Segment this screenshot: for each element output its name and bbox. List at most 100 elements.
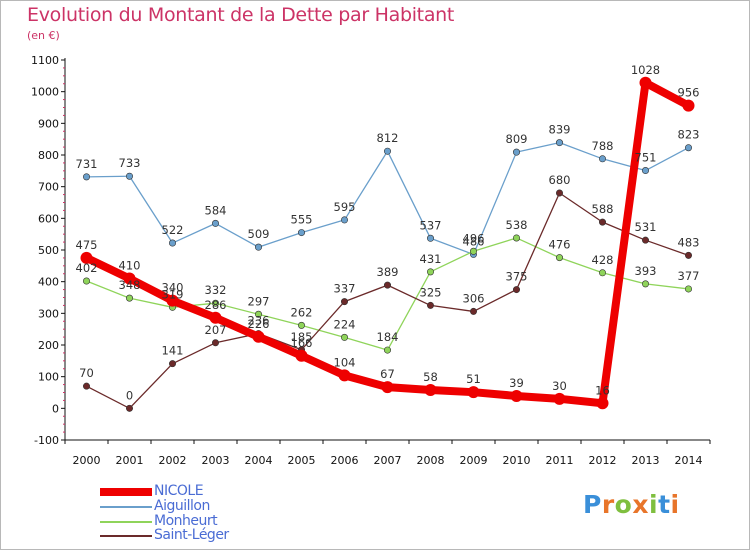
data-point-monheurt <box>684 285 692 293</box>
data-point-aiguillon <box>512 148 520 156</box>
data-point-monheurt <box>512 234 520 242</box>
data-point-saint-l-ger <box>169 360 177 368</box>
y-tick-label: 100 <box>38 371 59 384</box>
data-point-aiguillon <box>598 155 606 163</box>
legend-label-aiguillon: Aiguillon <box>154 498 210 514</box>
data-label-aiguillon: 812 <box>377 131 399 145</box>
legend-swatch-monheurt <box>100 521 152 523</box>
data-label-monheurt: 431 <box>420 252 442 266</box>
data-label-monheurt: 184 <box>377 330 399 344</box>
data-point-nicole <box>467 386 480 399</box>
data-point-aiguillon <box>255 243 263 251</box>
data-label-saint-l-ger: 389 <box>377 265 399 279</box>
x-tick-label: 2005 <box>288 454 316 467</box>
data-label-monheurt: 402 <box>76 261 98 275</box>
data-point-aiguillon <box>383 147 391 155</box>
data-label-aiguillon: 595 <box>334 200 356 214</box>
y-tick-label: 200 <box>38 339 59 352</box>
data-point-saint-l-ger <box>641 236 649 244</box>
data-label-nicole: 410 <box>119 259 141 273</box>
y-tick-label: 700 <box>38 181 59 194</box>
data-label-monheurt: 476 <box>549 238 571 252</box>
x-tick-label: 2011 <box>546 454 574 467</box>
data-label-monheurt: 297 <box>248 294 270 308</box>
data-point-saint-l-ger <box>212 339 220 347</box>
data-label-saint-l-ger: 680 <box>549 173 571 187</box>
data-label-nicole: 30 <box>552 379 567 393</box>
data-label-aiguillon: 555 <box>291 213 313 227</box>
y-tick-label: 400 <box>38 276 59 289</box>
chart-subtitle: (en €) <box>27 29 60 42</box>
y-tick-label: 900 <box>38 117 59 130</box>
data-point-aiguillon <box>212 219 220 227</box>
data-point-monheurt <box>641 280 649 288</box>
data-label-nicole: 340 <box>162 281 184 295</box>
data-point-nicole <box>381 381 394 394</box>
data-point-monheurt <box>598 269 606 277</box>
data-point-nicole <box>252 330 265 343</box>
logo-letter: t <box>658 490 671 519</box>
data-point-saint-l-ger <box>512 286 520 294</box>
data-point-aiguillon <box>83 173 91 181</box>
x-tick-label: 2007 <box>374 454 402 467</box>
legend-label-monheurt: Monheurt <box>154 513 218 529</box>
data-point-nicole <box>209 311 222 324</box>
data-point-nicole <box>639 76 652 89</box>
data-label-aiguillon: 486 <box>463 234 485 248</box>
y-tick-label: 500 <box>38 244 59 257</box>
data-label-monheurt: 224 <box>334 317 356 331</box>
data-point-nicole <box>166 294 179 307</box>
data-point-aiguillon <box>297 229 305 237</box>
data-point-saint-l-ger <box>469 307 477 315</box>
data-point-nicole <box>596 397 609 410</box>
data-label-monheurt: 496 <box>463 231 485 245</box>
data-label-monheurt: 319 <box>162 287 184 301</box>
x-tick-label: 2008 <box>417 454 445 467</box>
data-point-saint-l-ger <box>426 301 434 309</box>
data-point-saint-l-ger <box>83 382 91 390</box>
y-tick-label: 800 <box>38 149 59 162</box>
data-label-nicole: 166 <box>291 336 313 350</box>
logo-letter: i <box>649 490 659 519</box>
y-tick-label: 600 <box>38 212 59 225</box>
logo-letter: o <box>614 490 633 519</box>
data-label-nicole: 956 <box>678 86 700 100</box>
data-label-saint-l-ger: 185 <box>291 330 313 344</box>
x-tick-label: 2006 <box>331 454 359 467</box>
logo-letter: x <box>632 490 649 519</box>
data-point-aiguillon <box>684 144 692 152</box>
data-point-aiguillon <box>126 172 134 180</box>
data-point-saint-l-ger <box>555 189 563 197</box>
x-tick-label: 2010 <box>503 454 531 467</box>
data-point-nicole <box>682 99 695 112</box>
data-point-monheurt <box>297 321 305 329</box>
data-point-monheurt <box>212 299 220 307</box>
logo-letter: i <box>670 490 680 519</box>
data-label-nicole: 58 <box>423 370 438 384</box>
data-point-monheurt <box>469 247 477 255</box>
data-label-aiguillon: 751 <box>635 151 657 165</box>
data-label-monheurt: 538 <box>506 218 528 232</box>
x-tick-label: 2001 <box>116 454 144 467</box>
data-label-aiguillon: 839 <box>549 123 571 137</box>
y-tick-label: -100 <box>34 434 59 447</box>
data-label-monheurt: 377 <box>678 269 700 283</box>
data-label-nicole: 51 <box>466 372 481 386</box>
data-label-aiguillon: 733 <box>119 156 141 170</box>
data-point-saint-l-ger <box>340 298 348 306</box>
logo-letter: P <box>583 490 602 519</box>
data-point-monheurt <box>383 346 391 354</box>
data-point-monheurt <box>555 254 563 262</box>
data-point-aiguillon <box>340 216 348 224</box>
data-point-monheurt <box>255 310 263 318</box>
data-label-saint-l-ger: 306 <box>463 291 485 305</box>
data-label-saint-l-ger: 375 <box>506 270 528 284</box>
data-label-aiguillon: 823 <box>678 128 700 142</box>
data-label-saint-l-ger: 337 <box>334 282 356 296</box>
legend-swatch-nicole <box>100 488 152 496</box>
data-point-monheurt <box>426 268 434 276</box>
x-tick-label: 2012 <box>589 454 617 467</box>
y-tick-label: 1100 <box>31 54 59 67</box>
data-label-saint-l-ger: 588 <box>592 202 614 216</box>
data-point-monheurt <box>83 277 91 285</box>
